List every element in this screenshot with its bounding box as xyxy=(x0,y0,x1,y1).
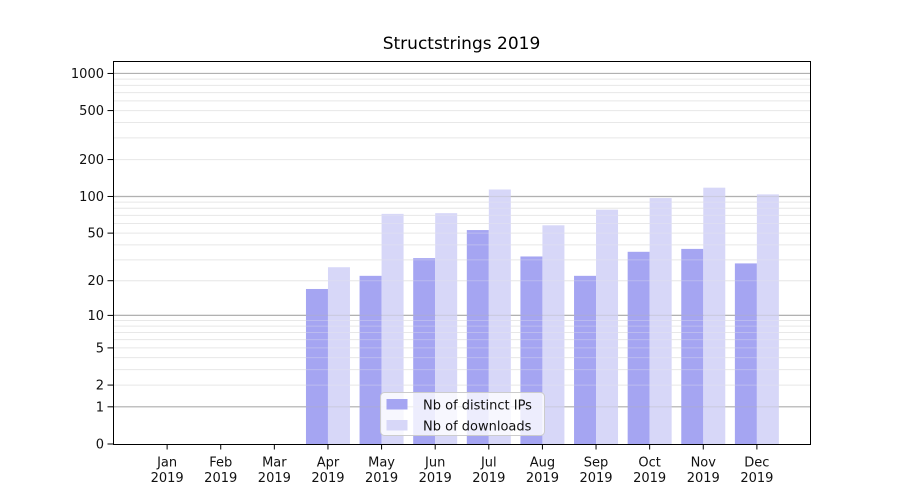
legend-swatch-ips xyxy=(386,399,408,410)
legend-box xyxy=(380,392,545,436)
y-tick-label: 20 xyxy=(87,274,104,289)
x-tick-label-year: 2019 xyxy=(311,471,344,486)
x-tick-label-month: Sep xyxy=(584,456,609,471)
bar-downloads-dec xyxy=(756,194,779,444)
bar-downloads-sep xyxy=(596,209,619,444)
y-axis: 0 1 2 5 10 20 50 100 200 500 1000 xyxy=(71,67,114,453)
x-axis: Jan2019Feb2019Mar2019Apr2019May2019Jun20… xyxy=(151,444,773,486)
y-tick-label: 50 xyxy=(87,227,104,242)
x-tick-label-month: Feb xyxy=(209,456,232,471)
bar-downloads-oct xyxy=(649,198,672,444)
y-tick-label: 500 xyxy=(79,104,104,119)
x-tick-label-year: 2019 xyxy=(579,471,612,486)
x-tick-label-month: May xyxy=(368,456,395,471)
bar-ips-apr xyxy=(305,288,328,444)
x-tick-label-year: 2019 xyxy=(633,471,666,486)
bar-ips-sep xyxy=(574,275,597,444)
x-tick-label-year: 2019 xyxy=(472,471,505,486)
legend-label-downloads: Nb of downloads xyxy=(423,420,532,435)
x-tick-label-year: 2019 xyxy=(740,471,773,486)
x-tick-label-month: Dec xyxy=(744,456,769,471)
y-tick-label: 200 xyxy=(79,153,104,168)
y-tick-label: 100 xyxy=(79,190,104,205)
bar-downloads-apr xyxy=(327,267,350,444)
bar-downloads-jun xyxy=(435,213,458,444)
x-tick-label-year: 2019 xyxy=(687,471,720,486)
x-tick-label-year: 2019 xyxy=(365,471,398,486)
x-tick-label-month: Jul xyxy=(480,456,497,471)
bar-downloads-nov xyxy=(703,187,726,445)
x-tick-label-month: Oct xyxy=(638,456,660,471)
y-tick-label: 10 xyxy=(87,309,104,324)
bar-downloads-jul xyxy=(488,189,511,444)
y-tick-label: 2 xyxy=(96,379,104,394)
gridlines-overlay xyxy=(113,72,811,408)
bar-ips-dec xyxy=(734,263,757,444)
x-tick-label-month: Jun xyxy=(424,456,445,471)
x-tick-label-year: 2019 xyxy=(526,471,559,486)
legend: Nb of distinct IPs Nb of downloads xyxy=(380,392,545,436)
x-tick-label-month: Apr xyxy=(317,456,340,471)
plot-frame xyxy=(113,61,811,445)
x-tick-label-month: Nov xyxy=(691,456,717,471)
bar-ips-jul xyxy=(466,230,489,444)
bar-ips-may xyxy=(359,275,382,444)
y-tick-label: 5 xyxy=(96,341,104,356)
chart-title: Structstrings 2019 xyxy=(382,34,541,54)
x-tick-label-year: 2019 xyxy=(419,471,452,486)
bar-ips-oct xyxy=(627,251,650,444)
bar-downloads-may xyxy=(381,213,404,444)
x-tick-label-year: 2019 xyxy=(258,471,291,486)
legend-swatch-downloads xyxy=(386,420,408,431)
y-tick-label: 1000 xyxy=(71,67,104,82)
legend-label-ips: Nb of distinct IPs xyxy=(423,399,532,414)
y-tick-label: 1 xyxy=(96,400,104,415)
bar-ips-nov xyxy=(681,248,704,444)
x-tick-label-month: Aug xyxy=(530,456,555,471)
x-tick-label-year: 2019 xyxy=(204,471,237,486)
x-tick-label-month: Jan xyxy=(156,456,177,471)
y-tick-label: 0 xyxy=(96,438,104,453)
x-tick-label-month: Mar xyxy=(262,456,287,471)
bar-downloads-aug xyxy=(542,225,565,444)
x-tick-label-year: 2019 xyxy=(151,471,184,486)
